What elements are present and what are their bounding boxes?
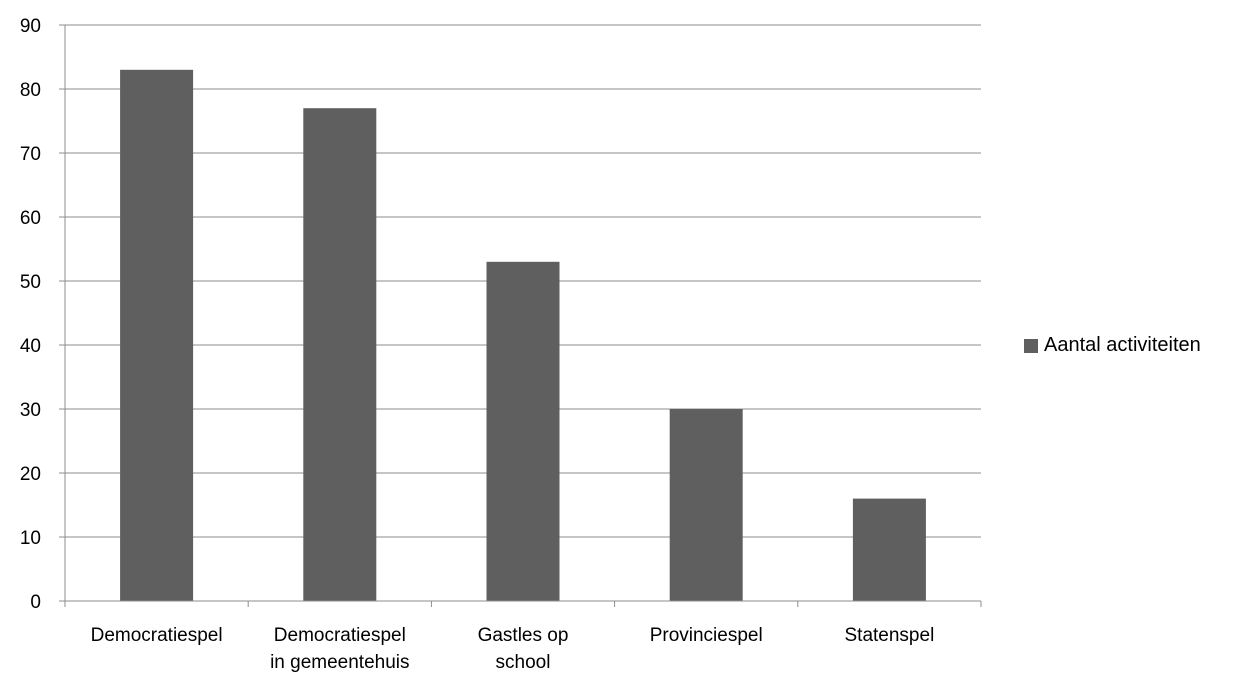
bar	[852, 498, 926, 601]
x-tick-label: Gastles op	[478, 625, 569, 646]
x-axis-labels: Democratiespel Democratiespel in gemeenteh…	[91, 625, 935, 673]
x-tick-label: in gemeentehuis	[270, 652, 409, 673]
y-tick-label: 0	[30, 592, 41, 613]
x-tick-label: Provinciespel	[650, 625, 763, 646]
bar	[669, 409, 743, 601]
legend: Aantal activiteiten	[1024, 334, 1201, 357]
y-tick-label: 70	[20, 144, 41, 165]
y-tick-label: 30	[20, 400, 41, 421]
x-tick-label: Democratiespel	[274, 625, 406, 646]
legend-label: Aantal activiteiten	[1044, 334, 1201, 356]
y-tick-label: 40	[20, 336, 41, 357]
bar	[486, 261, 560, 601]
y-tick-label: 80	[20, 80, 41, 101]
bars	[120, 69, 926, 602]
axes	[64, 25, 982, 607]
y-tick-label: 10	[20, 528, 41, 549]
y-axis-ticks: 0 10 20 30 40 50 60 70 80 90	[20, 16, 65, 613]
y-tick-label: 20	[20, 464, 41, 485]
y-tick-label: 50	[20, 272, 41, 293]
x-tick-label: Statenspel	[845, 625, 935, 646]
x-tick-label: Democratiespel	[91, 625, 223, 646]
legend-swatch	[1024, 338, 1038, 353]
y-tick-label: 60	[20, 208, 41, 229]
y-tick-label: 90	[20, 16, 41, 37]
bar	[303, 108, 377, 601]
bar	[120, 69, 194, 602]
x-tick-label: school	[496, 652, 551, 673]
